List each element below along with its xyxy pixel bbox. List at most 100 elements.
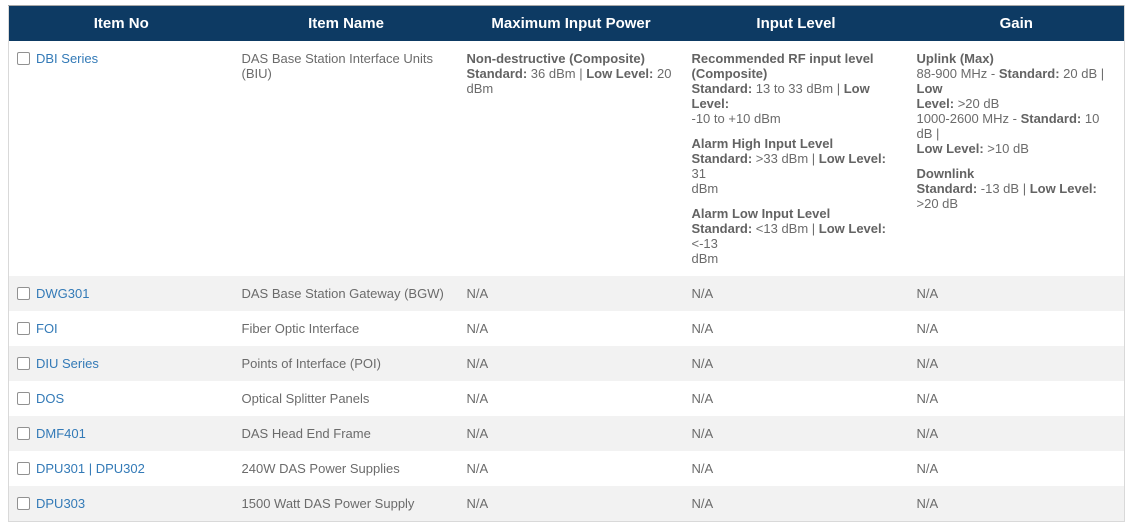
item-name-cell: DAS Base Station Gateway (BGW) [241,286,444,301]
item-no-wrap: DWG301 [17,286,226,301]
cell-value: N/A [916,321,939,336]
spec-label: Recommended RF input level [691,51,874,66]
item-no-link[interactable]: DIU Series [36,356,99,371]
table-row: DOS Optical Splitter Panels N/A N/A N/A [8,381,1125,416]
item-no-cell: DMF401 [9,416,234,451]
table-row: DBI Series DAS Base Station Interface Uni… [8,41,1125,276]
cell-value: N/A [916,356,939,371]
item-no-link[interactable]: DPU301 | DPU302 [36,461,145,476]
input-level-cell: N/A [684,276,909,311]
cell-value: N/A [466,321,489,336]
row-checkbox[interactable] [17,427,30,440]
item-no-link[interactable]: DWG301 [36,286,90,301]
table-row: DMF401 DAS Head End Frame N/A N/A N/A [8,416,1125,451]
item-name-cell: 240W DAS Power Supplies [241,461,400,476]
row-checkbox[interactable] [17,462,30,475]
cell-value: N/A [466,286,489,301]
item-name-cell: Optical Splitter Panels [241,391,370,406]
spec-line: Level: >20 dB [916,96,1000,111]
gain-cell: N/A [909,486,1125,522]
spec-paragraph: Alarm Low Input Level Standard: <13 dBm |… [692,206,901,266]
spec-line: Standard: >33 dBm | Low Level: 31 [691,151,886,181]
spec-line: Uplink (Max) [917,51,1117,66]
cell-value: N/A [691,391,714,406]
spec-line: dBm [691,251,719,266]
max-input-power-cell: N/A [459,381,684,416]
item-no-wrap: DIU Series [17,356,226,371]
spec-label: Downlink [916,166,975,181]
input-level-cell: N/A [684,381,909,416]
cell-value: N/A [691,321,714,336]
spec-paragraph: Downlink Standard: -13 dB | Low Level: >2… [917,166,1117,211]
cell-value: N/A [691,356,714,371]
table-row: DWG301 DAS Base Station Gateway (BGW) N/A N… [8,276,1125,311]
cell-value: N/A [466,461,489,476]
row-checkbox[interactable] [17,497,30,510]
spec-line: Recommended RF input level [692,51,901,66]
gain-cell: N/A [909,451,1125,486]
spec-line: Standard: <13 dBm | Low Level: <-13 [691,221,886,251]
spec-line: (Composite) [692,66,901,81]
row-checkbox[interactable] [17,287,30,300]
cell-value: N/A [916,426,939,441]
item-no-link[interactable]: FOI [36,321,58,336]
gain-cell: N/A [909,276,1125,311]
cell-value: N/A [466,496,489,511]
product-table-container: Item No Item Name Maximum Input Power In… [8,5,1125,522]
spec-line: dBm [466,81,494,96]
item-no-link[interactable]: DBI Series [36,51,99,66]
spec-line: Low Level: >10 dB [916,141,1029,156]
spec-label: Standard: [998,66,1060,81]
spec-label: Alarm Low Input Level [691,206,831,221]
cell-value: N/A [466,356,489,371]
spec-label: Non-destructive (Composite) [466,51,645,66]
item-no-wrap: DPU301 | DPU302 [17,461,226,476]
header-row: Item No Item Name Maximum Input Power In… [8,5,1125,41]
spec-paragraph: Recommended RF input level (Composite) Sta… [692,51,901,126]
cell-value: N/A [916,286,939,301]
spec-label: Low Level: [586,66,654,81]
spec-line: Standard: 36 dBm | Low Level: 20 [466,66,672,81]
item-no-link[interactable]: DMF401 [36,426,86,441]
cell-value: N/A [691,426,714,441]
spec-label: Low Level: [818,151,886,166]
cell-value: N/A [916,391,939,406]
spec-label: Uplink (Max) [916,51,994,66]
column-header-max-input-power: Maximum Input Power [458,5,684,41]
max-input-power-cell: N/A [459,346,684,381]
cell-value: N/A [916,461,939,476]
spec-label: Standard: [691,151,753,166]
spec-line: Alarm High Input Level [692,136,901,151]
spec-label: Alarm High Input Level [691,136,834,151]
table-header: Item No Item Name Maximum Input Power In… [8,5,1125,41]
spec-line: Non-destructive (Composite) [467,51,676,66]
item-no-wrap: DBI Series [17,51,226,66]
input-level-cell: N/A [684,416,909,451]
gain-cell: N/A [909,381,1125,416]
gain-cell: N/A [909,346,1125,381]
spec-label: Standard: [691,221,753,236]
row-checkbox[interactable] [17,322,30,335]
table-body: DBI Series DAS Base Station Interface Uni… [8,41,1125,522]
spec-label: Standard: [1020,111,1082,126]
row-checkbox[interactable] [17,392,30,405]
row-checkbox[interactable] [17,357,30,370]
row-checkbox[interactable] [17,52,30,65]
spec-line: 88-900 MHz - Standard: 20 dB | Low [916,66,1105,96]
item-name-cell: DAS Head End Frame [241,426,371,441]
item-no-wrap: DOS [17,391,226,406]
item-name-cell: DAS Base Station Interface Units (BIU) [241,51,433,81]
max-input-power-cell: Non-destructive (Composite) Standard: 36 … [459,41,684,276]
table-row: DIU Series Points of Interface (POI) N/A N/… [8,346,1125,381]
item-no-link[interactable]: DOS [36,391,65,406]
spec-label: (Composite) [691,66,768,81]
max-input-power-cell: N/A [459,311,684,346]
cell-value: N/A [691,496,714,511]
spec-paragraph: Alarm High Input Level Standard: >33 dBm … [692,136,901,196]
spec-line: -10 to +10 dBm [691,111,781,126]
column-header-input-level: Input Level [683,5,909,41]
input-level-cell: N/A [684,486,909,522]
spec-label: Low Level: [1029,181,1097,196]
item-no-link[interactable]: DPU303 [36,496,86,511]
input-level-cell: N/A [684,346,909,381]
